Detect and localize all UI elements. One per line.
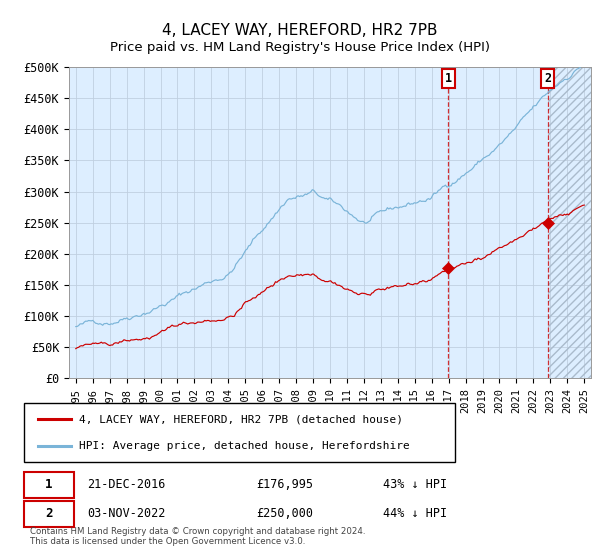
Text: £176,995: £176,995 bbox=[256, 478, 313, 491]
Text: Price paid vs. HM Land Registry's House Price Index (HPI): Price paid vs. HM Land Registry's House … bbox=[110, 41, 490, 54]
Text: 2: 2 bbox=[544, 72, 551, 85]
Text: HPI: Average price, detached house, Herefordshire: HPI: Average price, detached house, Here… bbox=[79, 441, 410, 451]
Text: £250,000: £250,000 bbox=[256, 507, 313, 520]
FancyBboxPatch shape bbox=[24, 472, 74, 498]
Bar bbox=[548, 67, 591, 378]
Text: 4, LACEY WAY, HEREFORD, HR2 7PB: 4, LACEY WAY, HEREFORD, HR2 7PB bbox=[162, 24, 438, 38]
Bar bbox=[548, 67, 591, 378]
Text: 21-DEC-2016: 21-DEC-2016 bbox=[88, 478, 166, 491]
Text: 1: 1 bbox=[445, 72, 452, 85]
Text: Contains HM Land Registry data © Crown copyright and database right 2024.
This d: Contains HM Land Registry data © Crown c… bbox=[29, 526, 365, 546]
Text: 03-NOV-2022: 03-NOV-2022 bbox=[88, 507, 166, 520]
FancyBboxPatch shape bbox=[24, 403, 455, 462]
Text: 2: 2 bbox=[45, 507, 53, 520]
Text: 44% ↓ HPI: 44% ↓ HPI bbox=[383, 507, 447, 520]
FancyBboxPatch shape bbox=[24, 501, 74, 528]
Text: 1: 1 bbox=[45, 478, 53, 491]
Text: 43% ↓ HPI: 43% ↓ HPI bbox=[383, 478, 447, 491]
Text: 4, LACEY WAY, HEREFORD, HR2 7PB (detached house): 4, LACEY WAY, HEREFORD, HR2 7PB (detache… bbox=[79, 414, 403, 424]
